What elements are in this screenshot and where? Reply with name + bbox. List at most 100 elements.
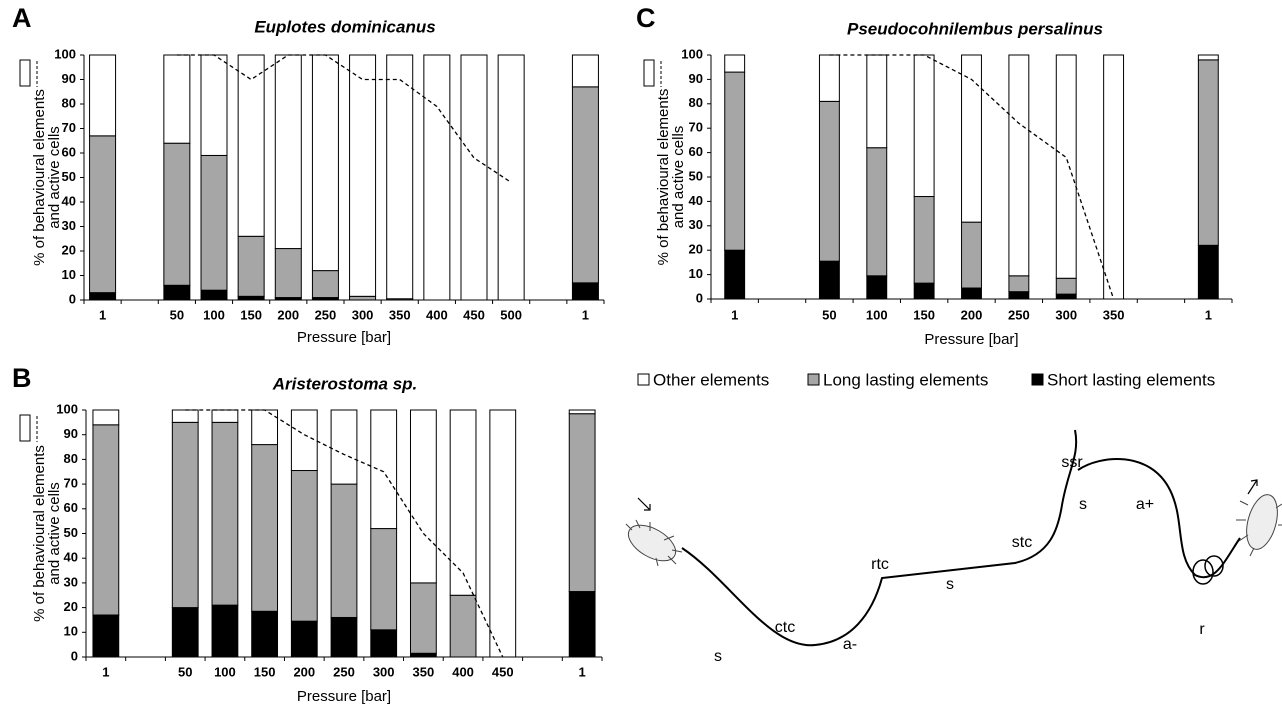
y-tick-label: 10 [62,267,76,282]
bar-segment [571,86,599,284]
x-tick-label: 1 [582,307,589,322]
bar-segment [92,424,120,616]
bar-segment [92,409,120,426]
bar-segment [571,282,599,301]
bar-segment [724,249,746,300]
x-tick-label: 150 [254,664,276,679]
loop [1192,559,1214,585]
bar-segment [349,295,377,301]
active-cells-line [185,409,504,658]
bar-segment [92,614,120,658]
y-tick-label: 30 [64,574,78,589]
bar-segment [724,54,746,73]
x-tick-label: 350 [413,664,435,679]
y-tick-label: 90 [689,71,703,86]
y-tick-label: 50 [64,525,78,540]
bar-segment [913,282,935,300]
bar-segment [171,409,199,423]
bar-segment [290,470,318,622]
bar-segment [370,409,398,530]
bar-segment [237,54,265,237]
diagram-label: ctc [775,619,795,636]
x-tick-label: 250 [315,307,337,322]
ciliate-icon [625,519,683,567]
bar-segment [171,607,199,658]
diagram-label: a- [843,636,857,653]
chart-title: Pseudocohnilembus persalinus [847,19,1103,38]
bar-segment [568,413,596,593]
trajectory-diagram [625,429,1282,647]
bar-segment [497,54,525,301]
bar-segment [200,289,228,301]
y-tick-label: 40 [62,193,76,208]
bar-segment [1008,54,1030,277]
x-tick-label: 1 [102,664,109,679]
bar-segment [568,591,596,658]
bar-segment [961,287,982,300]
x-tick-label: 50 [170,307,184,322]
bar-segment [449,594,477,658]
active-cells-line [829,54,1115,300]
chart-title: Aristerostoma sp. [272,374,418,393]
bar-segment [370,629,398,658]
x-axis-label: Pressure [bar] [924,331,1018,348]
x-tick-label: 400 [426,307,448,322]
x-tick-label: 200 [277,307,299,322]
y-tick-label: 70 [64,476,78,491]
diagram-label: stc [1012,534,1032,551]
bar-segment [237,235,265,297]
bar-segment [330,483,358,618]
bar-segment [1008,275,1030,293]
y-axis-label: % of behavioural elements [31,445,48,622]
y-axis-label: and active cells [46,482,63,585]
x-tick-label: 450 [492,664,514,679]
bar-segment [449,409,477,596]
bar-segment [330,409,358,485]
panel-letter: B [12,363,32,393]
arrowhead [644,504,651,511]
arrow [1247,479,1258,495]
bar-segment [1197,244,1219,300]
y-axis-label: % of behavioural elements [31,89,48,266]
y-tick-label: 0 [69,291,76,306]
key-icon [643,59,655,87]
y-tick-label: 80 [689,95,703,110]
bar-segment [200,54,228,156]
bar-segment [290,620,318,658]
y-tick-label: 60 [62,144,76,159]
x-tick-label: 150 [240,307,262,322]
bar-segment [961,54,982,223]
x-tick-label: 1 [1205,307,1212,322]
x-tick-label: 100 [214,664,236,679]
y-tick-label: 60 [689,144,703,159]
bar-segment [1055,293,1077,300]
y-tick-label: 100 [56,401,78,416]
x-tick-label: 100 [866,307,888,322]
y-tick-label: 100 [681,46,703,61]
y-tick-label: 10 [689,266,703,281]
y-tick-label: 30 [689,217,703,232]
diagram-label: rtc [871,556,889,573]
diagram-label: s [1079,496,1087,513]
bar-segment [274,54,302,250]
x-tick-label: 500 [500,307,522,322]
x-axis-label: Pressure [bar] [297,329,391,346]
legend-label: Short lasting elements [1047,370,1215,389]
bar-segment [349,54,377,297]
bar-segment [409,409,437,584]
x-tick-label: 250 [333,664,355,679]
x-tick-label: 1 [731,307,738,322]
bar-segment [370,528,398,631]
x-tick-label: 100 [203,307,225,322]
bar-segment [251,444,279,612]
x-tick-label: 1 [579,664,586,679]
ciliate-icon [1236,494,1282,557]
diagram-label: s [714,648,722,665]
x-tick-label: 150 [913,307,935,322]
bar-segment [386,54,414,300]
bar-segment [1055,277,1077,295]
bar-segment [211,604,239,658]
y-tick-label: 80 [64,451,78,466]
bar-segment [311,54,339,272]
legend-swatch [1031,373,1044,386]
